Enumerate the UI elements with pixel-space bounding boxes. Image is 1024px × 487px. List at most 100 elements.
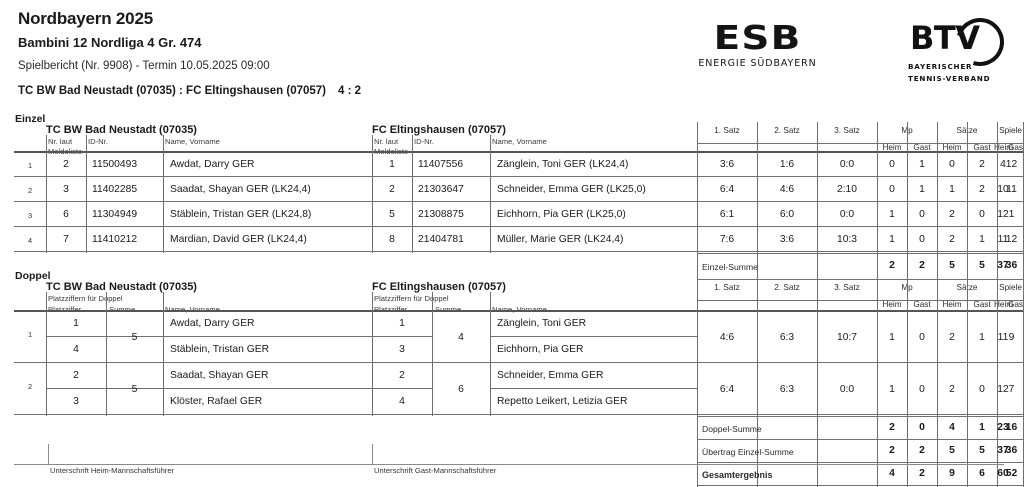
- row-divider: [163, 336, 372, 337]
- column-divider: [697, 279, 698, 487]
- doubles-summary-sets-home: 4: [949, 422, 955, 433]
- row-divider: [46, 388, 163, 389]
- singles-games-home: 11: [997, 234, 1009, 245]
- singles-mp-guest: 0: [919, 234, 925, 245]
- row-divider: [697, 253, 1024, 254]
- singles-home-id: 11402285: [92, 184, 138, 195]
- title-block: Nordbayern 2025 Bambini 12 Nordliga 4 Gr…: [18, 8, 361, 100]
- row-divider: [372, 388, 432, 389]
- league-title: Bambini 12 Nordliga 4 Gr. 474: [18, 35, 202, 50]
- singles-mp-guest: 1: [919, 184, 925, 195]
- doubles-sets-guest: 1: [979, 332, 985, 343]
- singles-home-nr: 2: [63, 159, 69, 170]
- doubles-home-p2-nr: 3: [73, 396, 79, 407]
- score-subcol-header: Heim: [882, 143, 902, 152]
- doubles-summary-mp-guest: 0: [919, 422, 925, 433]
- row-divider: [14, 414, 1024, 415]
- singles-sets-guest: 0: [979, 209, 985, 220]
- singles-guest-nr: 1: [389, 159, 395, 170]
- doubles-summary-mp-guest: 2: [919, 468, 925, 479]
- score-subcol-header: Heim: [882, 300, 902, 309]
- singles-set1: 6:4: [719, 184, 735, 195]
- score-subcol-header: Heim: [942, 143, 962, 152]
- doubles-home-club: TC BW Bad Neustadt (07035): [46, 281, 197, 293]
- doubles-set3: 10:7: [836, 332, 858, 343]
- btv-tagline-2: TENNIS-VERBAND: [908, 74, 991, 83]
- singles-set2: 4:6: [779, 184, 795, 195]
- doubles-mp-home: 1: [889, 332, 895, 343]
- column-divider: [432, 292, 433, 416]
- btv-logo: BTV BAYERISCHER TENNIS-VERBAND: [908, 9, 1016, 84]
- singles-guest-nr: 2: [389, 184, 395, 195]
- doubles-guest-sum: 6: [458, 384, 464, 395]
- doubles-summary-games-home: 37: [997, 445, 1009, 456]
- singles-home-name-header: Name, Vorname: [165, 137, 220, 146]
- column-divider: [997, 122, 998, 281]
- score-col-header: 1. Satz: [714, 283, 740, 292]
- row-divider: [14, 226, 1024, 227]
- singles-home-nr: 7: [63, 234, 69, 245]
- singles-set1: 6:1: [719, 209, 735, 220]
- singles-set1: 3:6: [719, 159, 735, 170]
- doubles-guest-name-header: Name, Vorname: [492, 305, 547, 315]
- singles-sets-home: 0: [949, 159, 955, 170]
- column-divider: [46, 135, 47, 253]
- row-divider: [697, 300, 1024, 301]
- column-divider: [163, 135, 164, 253]
- singles-games-guest: 12: [1005, 234, 1018, 245]
- doubles-guest-p1-name: Schneider, Emma GER: [497, 370, 604, 381]
- singles-games-home: 10: [997, 184, 1009, 195]
- doubles-mp-guest: 0: [919, 384, 925, 395]
- row-divider: [14, 176, 1024, 177]
- match-teams: TC BW Bad Neustadt (07035) : FC Eltingsh…: [18, 85, 327, 97]
- column-divider: [907, 122, 908, 281]
- report-subtitle: Spielbericht (Nr. 9908) - Termin 10.05.2…: [18, 60, 270, 72]
- column-divider: [86, 135, 87, 253]
- singles-mp-home: 0: [889, 159, 895, 170]
- doubles-guest-sum: 4: [458, 332, 464, 343]
- signature-rule: [14, 464, 1004, 465]
- column-divider: [46, 292, 47, 416]
- doubles-games-home: 12: [997, 384, 1009, 395]
- doubles-sets-home: 2: [949, 332, 955, 343]
- row-divider: [697, 462, 1024, 463]
- doubles-summary-sets-home: 5: [949, 445, 955, 456]
- row-divider: [46, 336, 163, 337]
- singles-guest-name-header: Name, Vorname: [492, 137, 547, 146]
- row-divider: [14, 151, 1024, 153]
- doubles-summary-sets-guest: 5: [979, 445, 985, 456]
- doubles-home-p2-name: Klöster, Rafael GER: [170, 396, 263, 407]
- singles-set3: 2:10: [836, 184, 858, 195]
- doubles-guest-p1-nr: 1: [399, 318, 405, 329]
- column-divider: [490, 292, 491, 416]
- score-subcol-header: Gast: [913, 300, 931, 309]
- doubles-summary-sets-guest: 1: [979, 422, 985, 433]
- doubles-set1: 6:4: [719, 384, 735, 395]
- singles-home-id-header: ID-Nr.: [88, 137, 108, 146]
- singles-set2: 3:6: [779, 234, 795, 245]
- doubles-games-home: 11: [997, 332, 1009, 343]
- column-divider: [997, 279, 998, 487]
- singles-guest-name: Eichhorn, Pia GER (LK25,0): [497, 209, 626, 220]
- singles-table: TC BW Bad Neustadt (07035) FC Eltingshaus…: [14, 122, 1024, 281]
- doubles-guest-p1-nr: 2: [399, 370, 405, 381]
- singles-set2: 1:6: [779, 159, 795, 170]
- doubles-mp-home: 1: [889, 384, 895, 395]
- column-divider: [877, 279, 878, 487]
- row-divider: [14, 310, 1024, 312]
- column-divider: [372, 292, 373, 416]
- score-col-header: 3. Satz: [834, 126, 860, 135]
- singles-row-index: 2: [27, 186, 33, 195]
- doubles-summary-mp-home: 2: [889, 422, 895, 433]
- doubles-guest-platzziffer-header: Platzziffer: [374, 305, 407, 315]
- row-divider: [697, 416, 1024, 417]
- score-col-header: Spiele: [999, 283, 1022, 292]
- row-divider: [14, 362, 1024, 363]
- doubles-sets-guest: 0: [979, 384, 985, 395]
- doubles-summary-games-home: 23: [997, 422, 1009, 433]
- doubles-set1: 4:6: [719, 332, 735, 343]
- singles-mp-home: 0: [889, 184, 895, 195]
- singles-mp-guest: 1: [919, 159, 925, 170]
- doubles-sets-home: 2: [949, 384, 955, 395]
- score-subcol-header: Gast: [1008, 300, 1024, 309]
